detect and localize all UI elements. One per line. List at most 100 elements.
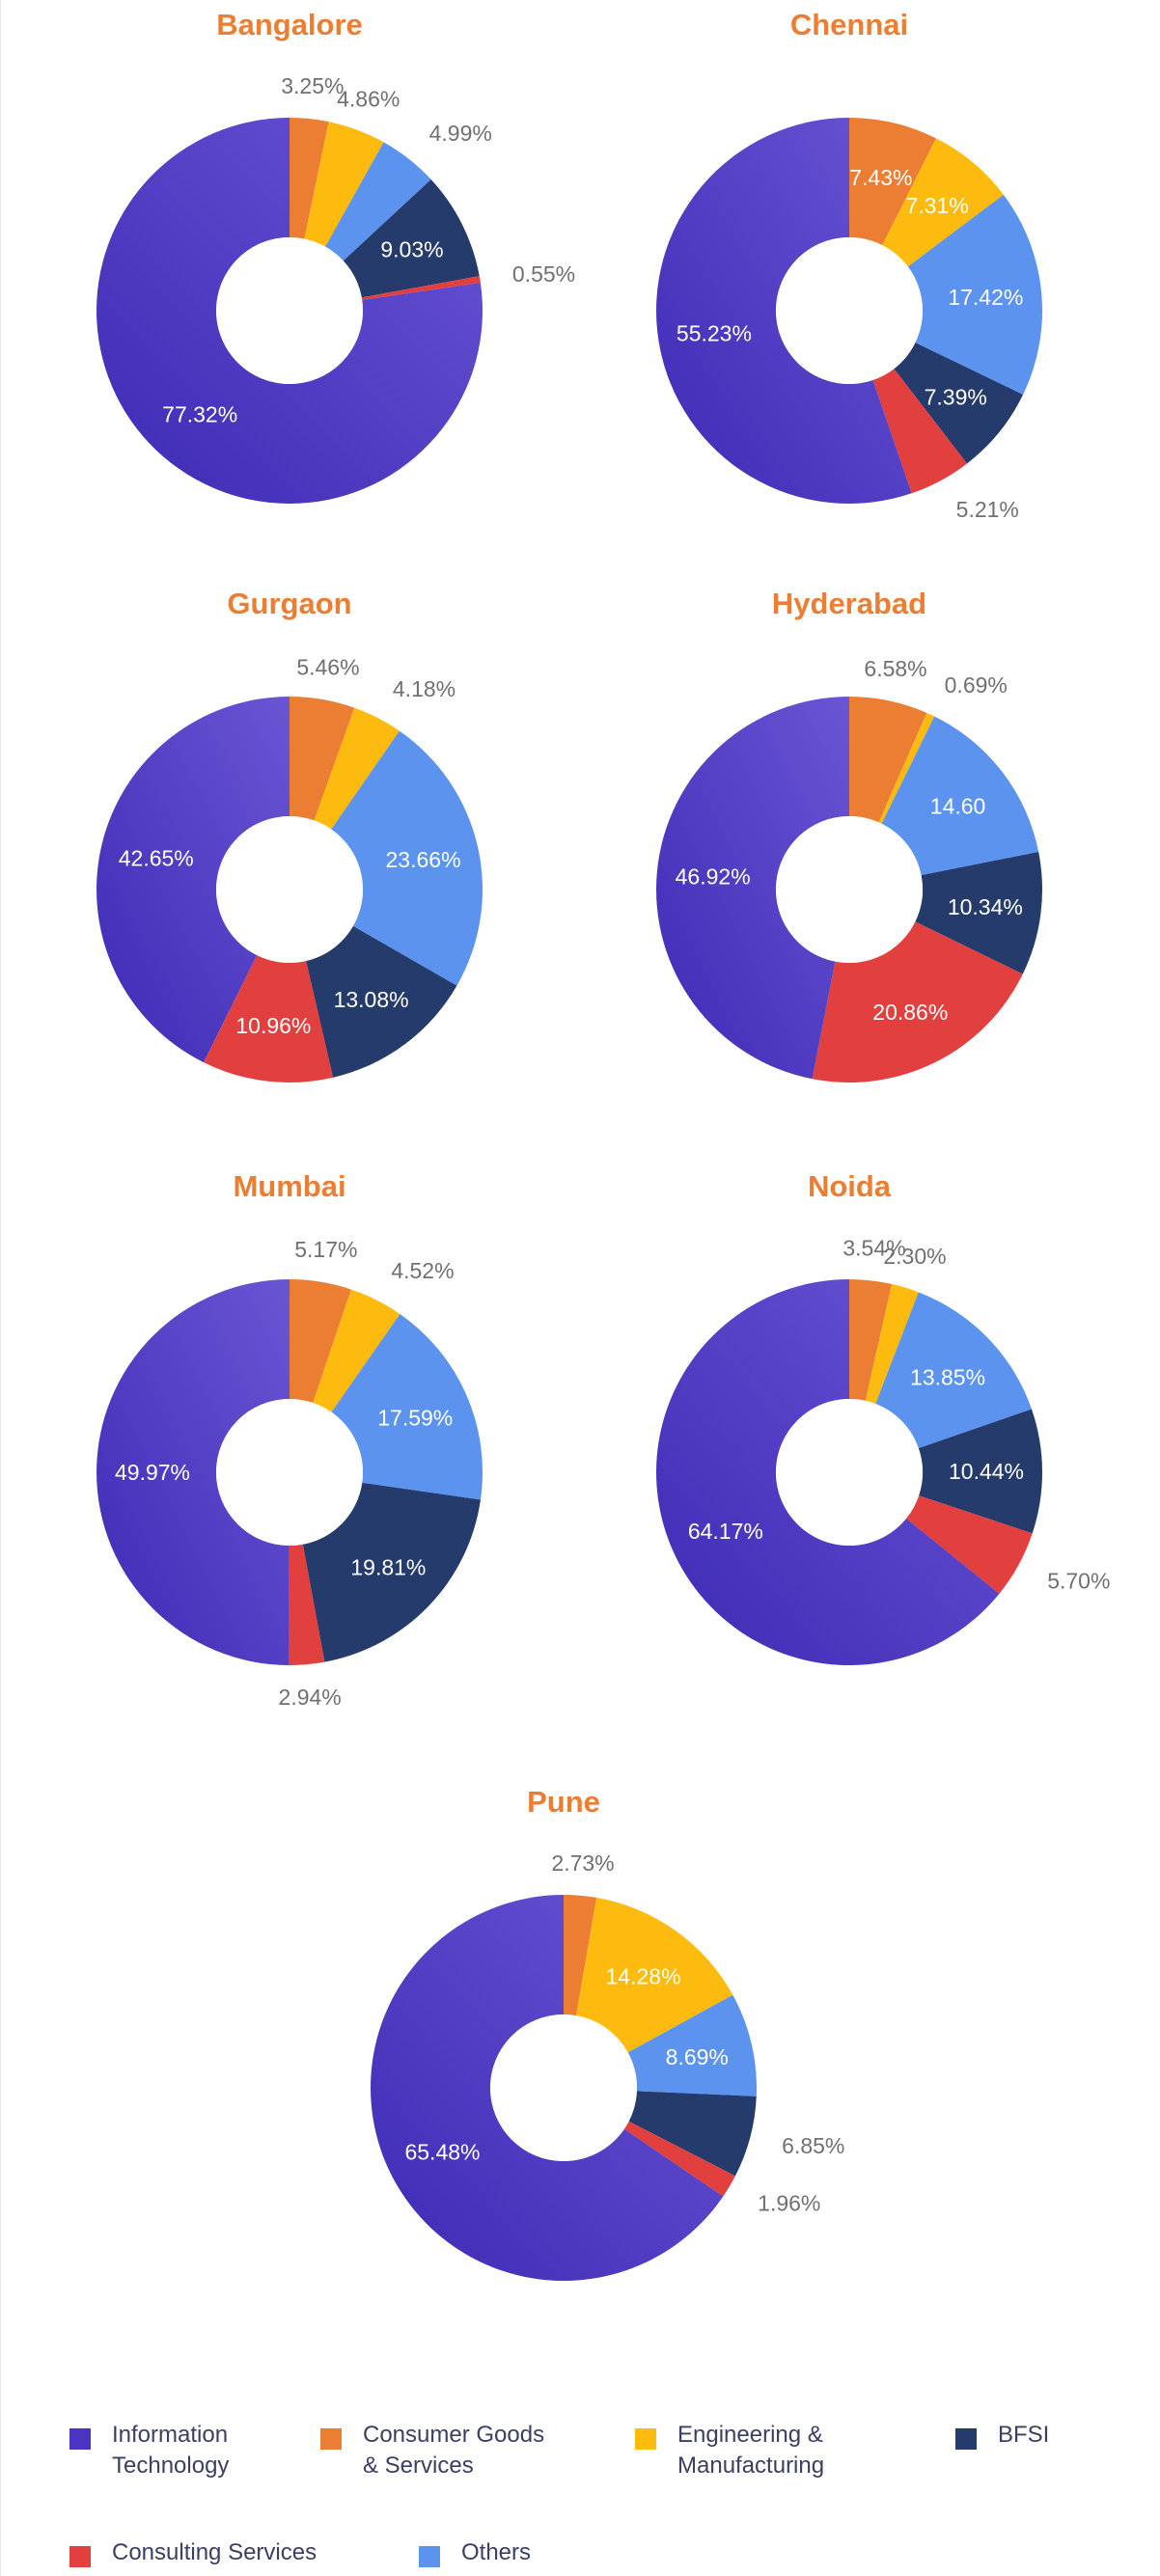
chart-title: Mumbai [233, 1169, 346, 1203]
donut-hole [490, 2014, 637, 2161]
slice-others [325, 142, 431, 261]
chart-title: Pune [527, 1785, 600, 1819]
slice-consumer-goods [290, 1279, 351, 1403]
chart-gurgaon: 5.46% 4.18% 23.66% 13.08% 10.96% 42.65% Gurga… [19, 579, 560, 1119]
slice-label: 10.34% [948, 894, 1023, 919]
chart-bangalore: 3.25% 4.86% 4.99% 9.03% 0.55% 77.32% Bangalor… [19, 0, 575, 540]
slice-label: 14.28% [606, 1963, 681, 1988]
donut-hole [216, 1399, 363, 1546]
slice-bfsi [302, 1482, 481, 1662]
slice-consulting [872, 369, 968, 494]
donut-svg: 6.58% 0.69% 14.60 10.34% 20.86% 46.92% [656, 656, 1042, 1082]
legend-item-bfsi: BFSI [955, 2420, 1049, 2451]
slice-label: 13.08% [334, 987, 409, 1012]
slice-consumer-goods [849, 118, 937, 246]
donut-hole [776, 237, 923, 384]
slice-label: 7.39% [925, 385, 987, 410]
slice-label: 5.21% [956, 497, 1019, 522]
slice-label: 2.30% [883, 1244, 946, 1269]
chart-title: Bangalore [216, 8, 363, 41]
slice-label: 2.94% [279, 1685, 342, 1710]
slice-consulting [289, 1544, 325, 1665]
slice-label: 3.54% [842, 1235, 905, 1260]
legend-swatch [419, 2546, 440, 2567]
slice-engineering [882, 138, 1004, 267]
slice-consulting [623, 2121, 735, 2197]
slice-information-technology [97, 697, 290, 1063]
slice-consumer-goods [849, 697, 927, 823]
slice-others [331, 1313, 483, 1500]
slice-information-technology [655, 118, 912, 505]
donut-svg: 3.25%4.86% 4.99% 9.03% 0.55% 77.32% [96, 73, 575, 504]
legend-label: BFSI [998, 2422, 1050, 2448]
legend-swatch [320, 2428, 342, 2450]
legend-item-consumer-goods: Consumer Goods & Services [320, 2420, 544, 2481]
legend-label: Engineering & Manufacturing [677, 2422, 825, 2479]
slice-label: 1.96% [758, 2191, 820, 2216]
slice-label: 0.55% [512, 261, 575, 287]
slice-consumer-goods [290, 118, 329, 239]
chart-mumbai: 5.17% 4.52% 17.59% 19.81% 2.94% 49.97% Mumbai [19, 1162, 560, 1710]
slice-label: 17.59% [377, 1405, 453, 1430]
chart-chennai: 7.43% 7.31% 17.42% 7.39% 5.21% 55.23% Chennai [579, 0, 1119, 540]
slice-engineering [878, 712, 935, 824]
slice-label: 9.03% [380, 236, 443, 261]
slice-label: 17.42% [948, 285, 1023, 310]
slice-engineering [865, 1283, 919, 1405]
legend: Information Technology Consumer Goods & … [0, 2393, 1160, 2576]
legend-swatch [635, 2428, 656, 2450]
donut-svg: 2.73% 14.28% 8.69% 6.85% 1.96% 65.48% [370, 1850, 844, 2281]
donut-hole [776, 816, 923, 963]
legend-item-consulting: Consulting Services [69, 2537, 317, 2568]
legend-label: Consumer Goods & Services [363, 2422, 545, 2479]
donut-hole [776, 1399, 923, 1546]
slice-others [875, 1292, 1032, 1449]
slice-information-technology [655, 1279, 1000, 1665]
legend-swatch [69, 2546, 91, 2567]
chart-title: Hyderabad [771, 587, 927, 620]
slice-consulting [812, 921, 1023, 1082]
slice-bfsi [628, 2091, 757, 2177]
chart-hyderabad: 6.58% 0.69% 14.60 10.34% 20.86% 46.92% Hydera… [579, 579, 1119, 1119]
slice-label: 42.65% [119, 846, 194, 871]
slice-bfsi [894, 343, 1024, 464]
slice-engineering [304, 122, 384, 247]
slice-label: 3.25% [281, 73, 344, 98]
legend-swatch [955, 2428, 977, 2450]
slice-information-technology [97, 1279, 290, 1665]
chart-title: Gurgaon [227, 587, 352, 620]
slice-engineering [575, 1897, 733, 2053]
slice-label: 55.23% [677, 320, 752, 345]
slice-label: 6.85% [782, 2133, 844, 2158]
slice-label: 20.86% [872, 1000, 948, 1025]
chart-title: Chennai [789, 8, 909, 41]
slice-label: 5.70% [1047, 1568, 1110, 1593]
slice-consulting [203, 955, 334, 1082]
slice-others [881, 716, 1039, 876]
slice-bfsi [918, 1409, 1042, 1534]
legend-item-information-technology: Information Technology [69, 2420, 229, 2481]
legend-label: Others [461, 2539, 532, 2565]
chart-noida: 3.54% 2.30% 13.85% 10.44% 5.70% 64.17% Noida [579, 1162, 1119, 1702]
slice-label: 46.92% [676, 863, 751, 889]
slice-label: 4.99% [429, 121, 492, 146]
slice-others [331, 730, 483, 986]
slice-information-technology [656, 697, 849, 1080]
slice-label: 8.69% [666, 2044, 729, 2069]
slice-label: 77.32% [162, 401, 237, 426]
slice-label: 19.81% [350, 1554, 426, 1579]
slice-information-technology [370, 1895, 724, 2281]
slice-bfsi [343, 179, 480, 298]
slice-others [907, 194, 1042, 396]
legend-item-engineering: Engineering & Manufacturing [635, 2420, 824, 2481]
donut-svg: 5.17% 4.52% 17.59% 19.81% 2.94% 49.97% [97, 1237, 483, 1710]
slice-label: 7.43% [849, 165, 912, 190]
slice-bfsi [915, 851, 1042, 974]
slice-label: 7.31% [905, 193, 968, 218]
legend-item-others: Others [419, 2537, 531, 2568]
slice-consulting [361, 276, 481, 300]
slice-label: 6.58% [864, 656, 926, 681]
slice-label: 13.85% [910, 1364, 985, 1389]
chart-pune: 2.73% 14.28% 8.69% 6.85% 1.96% 65.48% Pune [293, 1777, 844, 2317]
slice-others [627, 1994, 757, 2096]
